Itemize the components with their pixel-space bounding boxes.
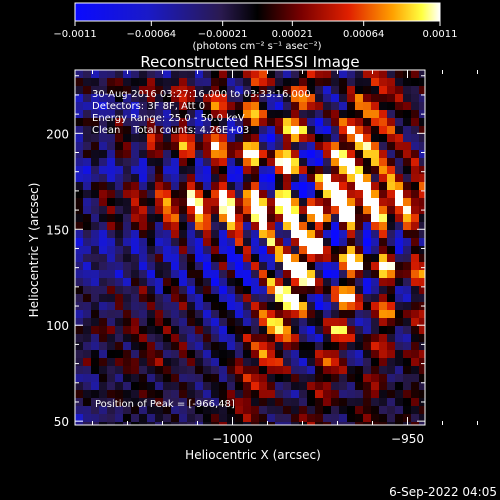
annotation-detectors: Detectors: 3F 8F, Att 0 [92,101,205,112]
colorbar-unit-label: (photons cm⁻² s⁻¹ asec⁻²) [192,41,321,52]
y-tick-label: 150 [46,223,69,237]
solar-limb-line [436,70,500,402]
colorbar [74,2,441,22]
peak-position-label: Position of Peak = [-966,48] [95,399,235,410]
y-tick-label: 200 [46,127,69,141]
x-tick-label: −1000 [212,432,253,446]
plot-frame [74,69,426,426]
axis-ticks: −1000−950−90050100150200 [46,70,478,446]
colorbar-tick-label: 0.00064 [343,29,384,40]
y-axis-label: Heliocentric Y (arcsec) [27,183,41,318]
annotation-counts: Clean Total counts: 4.26E+03 [92,125,249,136]
annotation-energy-range: Energy Range: 25.0 - 50.0 keV [92,113,245,124]
y-tick-label: 50 [54,415,69,429]
annotation-time-range: 30-Aug-2016 03:27:16.000 to 03:33:16.000 [92,89,311,100]
colorbar-tick-label: −0.00021 [198,29,248,40]
x-axis-label: Heliocentric X (arcsec) [185,448,321,462]
heatmap-image [75,70,425,425]
chart-title: Reconstructed RHESSI Image [140,53,359,71]
colorbar-tick-label: −0.00064 [126,29,176,40]
y-tick-label: 100 [46,319,69,333]
x-tick-label: −950 [391,432,424,446]
colorbar-tick-label: 0.0011 [423,29,458,40]
colorbar-tick-label: 0.00021 [272,29,313,40]
render-timestamp: 6-Sep-2022 04:05 [389,485,497,499]
colorbar-tick-label: −0.0011 [53,29,96,40]
colorbar-ticks: −0.0011 −0.00064 −0.00021 0.00021 0.00064 0.0… [53,21,458,40]
